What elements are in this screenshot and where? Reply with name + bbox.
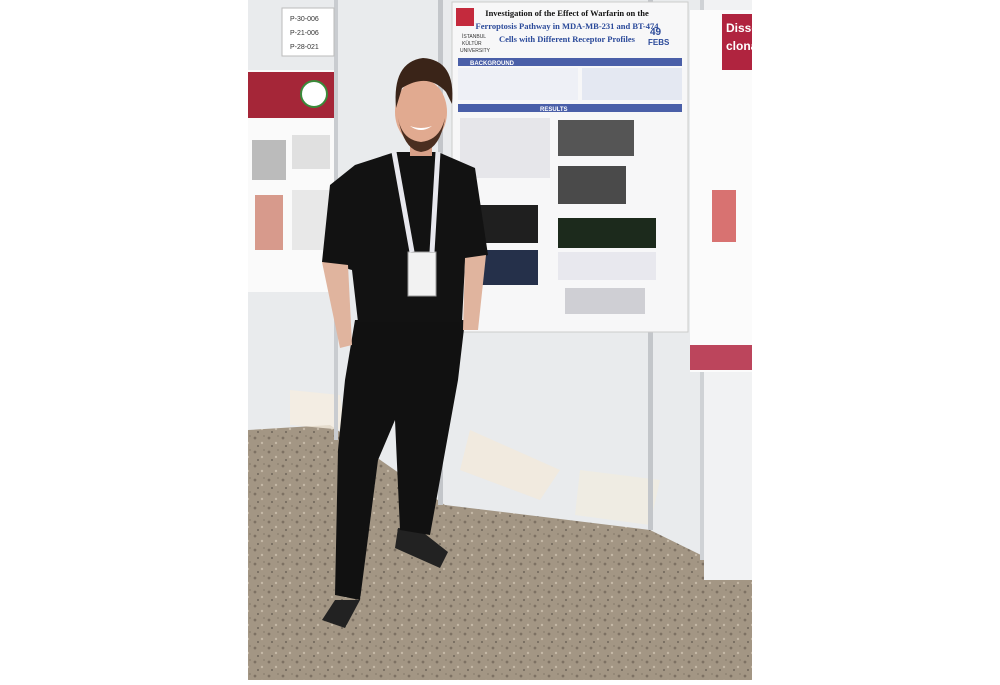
conference: FEBS bbox=[648, 38, 670, 47]
micrograph bbox=[476, 250, 538, 285]
face bbox=[395, 79, 447, 145]
sunlight bbox=[460, 430, 560, 500]
heatmap bbox=[712, 190, 736, 242]
text-block bbox=[292, 190, 330, 250]
board-number: P-30-006 bbox=[290, 16, 319, 23]
micrograph bbox=[558, 120, 634, 156]
poster-title: Ferroptosis Pathway in MDA-MB-231 and BT… bbox=[476, 21, 660, 31]
figure bbox=[252, 140, 286, 180]
smile bbox=[410, 126, 432, 130]
shoe bbox=[395, 528, 448, 568]
section-bar bbox=[458, 58, 682, 66]
poster-title: Investigation of the Effect of Warfarin … bbox=[485, 8, 649, 18]
arm bbox=[322, 262, 352, 348]
board-label bbox=[281, 7, 335, 57]
figure bbox=[292, 135, 330, 169]
micrograph bbox=[558, 166, 626, 204]
section-heading: BACKGROUND bbox=[470, 61, 515, 67]
conference: 49 bbox=[650, 27, 662, 38]
photo: P-30-006 P-21-006 P-28-021 İSTANBUL KÜLT… bbox=[248, 0, 758, 680]
diagram bbox=[582, 68, 682, 100]
institution: UNIVERSITY bbox=[460, 48, 491, 54]
institution: İSTANBUL bbox=[462, 33, 486, 40]
poster-header bbox=[722, 14, 752, 70]
lanyard bbox=[391, 151, 441, 253]
sunlight bbox=[575, 470, 660, 525]
section-heading: RESULTS bbox=[540, 107, 568, 113]
sunlight bbox=[290, 390, 345, 430]
right-poster-title: clona bbox=[726, 39, 758, 53]
logo bbox=[300, 80, 328, 108]
poster-footer bbox=[690, 345, 752, 370]
section-bar bbox=[458, 104, 682, 112]
hair bbox=[395, 58, 453, 108]
micrograph bbox=[558, 218, 656, 248]
right-poster-title: Disse bbox=[726, 21, 758, 35]
board-number: P-28-021 bbox=[290, 44, 319, 51]
beard bbox=[398, 118, 445, 152]
badge bbox=[407, 251, 437, 297]
shoe bbox=[322, 600, 360, 628]
board-number: P-21-006 bbox=[290, 30, 319, 37]
western-blot bbox=[565, 288, 645, 314]
arm bbox=[463, 255, 486, 330]
chart-figure bbox=[558, 252, 656, 280]
person bbox=[322, 58, 488, 628]
trousers bbox=[335, 320, 465, 600]
logo bbox=[456, 8, 474, 26]
poster-title: Cells with Different Receptor Profiles bbox=[499, 34, 636, 44]
institution: KÜLTÜR bbox=[462, 40, 482, 47]
micrograph bbox=[476, 205, 538, 243]
shirt bbox=[322, 152, 488, 322]
text-block bbox=[458, 68, 578, 100]
figure bbox=[255, 195, 283, 250]
